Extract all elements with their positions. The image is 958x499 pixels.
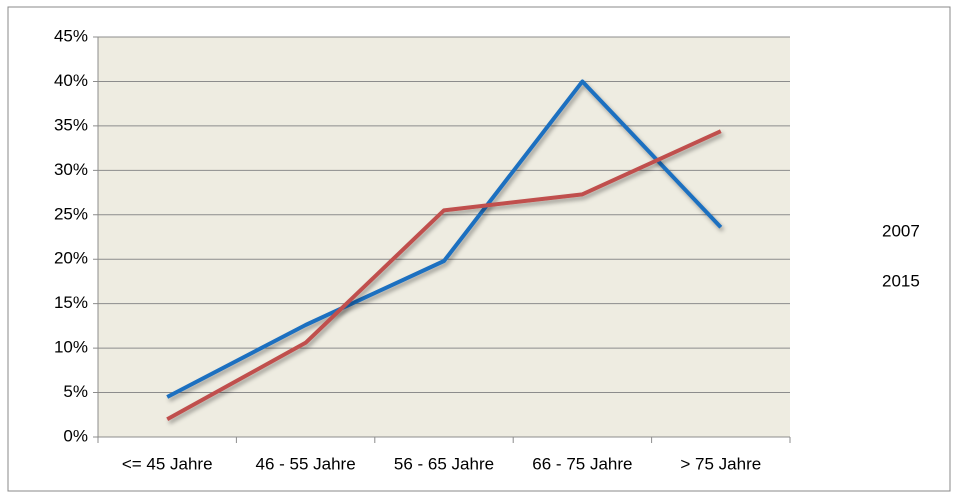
x-tick-label: > 75 Jahre xyxy=(680,454,761,473)
y-tick-label: 40% xyxy=(54,71,88,90)
y-tick-label: 25% xyxy=(54,204,88,223)
legend-label: 2007 xyxy=(882,221,920,240)
y-tick-label: 35% xyxy=(54,115,88,134)
y-tick-label: 20% xyxy=(54,249,88,268)
plot-area xyxy=(98,37,790,437)
series-line xyxy=(166,79,723,399)
y-tick-label: 10% xyxy=(54,338,88,357)
y-tick-label: 30% xyxy=(54,160,88,179)
x-tick-label: 46 - 55 Jahre xyxy=(256,454,356,473)
y-tick-label: 0% xyxy=(63,426,88,445)
legend-label: 2015 xyxy=(882,271,920,290)
y-tick-label: 5% xyxy=(63,382,88,401)
x-tick-label: 56 - 65 Jahre xyxy=(394,454,494,473)
y-tick-label: 15% xyxy=(54,293,88,312)
x-tick-label: 66 - 75 Jahre xyxy=(532,454,632,473)
y-tick-label: 45% xyxy=(54,26,88,45)
x-tick-label: <= 45 Jahre xyxy=(122,454,213,473)
series-line xyxy=(166,129,722,421)
